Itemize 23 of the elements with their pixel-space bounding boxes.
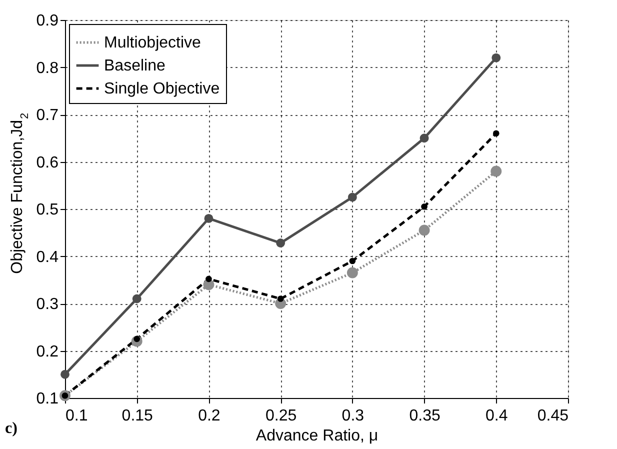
x-tick-label: 0.3: [342, 408, 364, 424]
x-tick-label: 0.15: [122, 408, 154, 424]
y-tick-label: 0.2: [36, 343, 59, 360]
y-tick-label: 0.8: [36, 60, 59, 77]
legend-label: Multiobjective: [104, 34, 202, 52]
x-tick-label: 0.25: [266, 408, 297, 424]
x-tick-label: 0.2: [198, 408, 220, 424]
x-tick-label: 0.45: [537, 408, 569, 424]
x-tick-label: 0.1: [66, 408, 88, 424]
y-tick-label: 0.5: [36, 202, 59, 218]
legend-label: Baseline: [104, 58, 166, 74]
y-axis-title: Objective Function,Jd2: [9, 112, 31, 274]
y-tick-label: 0.6: [36, 154, 59, 172]
x-axis-title: Advance Ratio, μ: [256, 428, 378, 444]
legend-label: Single Objective: [104, 80, 220, 98]
text: c): [5, 420, 18, 437]
y-tick-label: 0.4: [36, 248, 59, 266]
y-tick-label: 0.3: [36, 296, 59, 313]
y-tick-label: 0.9: [36, 12, 59, 30]
y-tick-label: 0.1: [36, 390, 59, 408]
y-tick-label: 0.7: [36, 107, 59, 124]
x-tick-label: 0.4: [486, 408, 508, 424]
x-tick-label: 0.35: [409, 408, 440, 424]
